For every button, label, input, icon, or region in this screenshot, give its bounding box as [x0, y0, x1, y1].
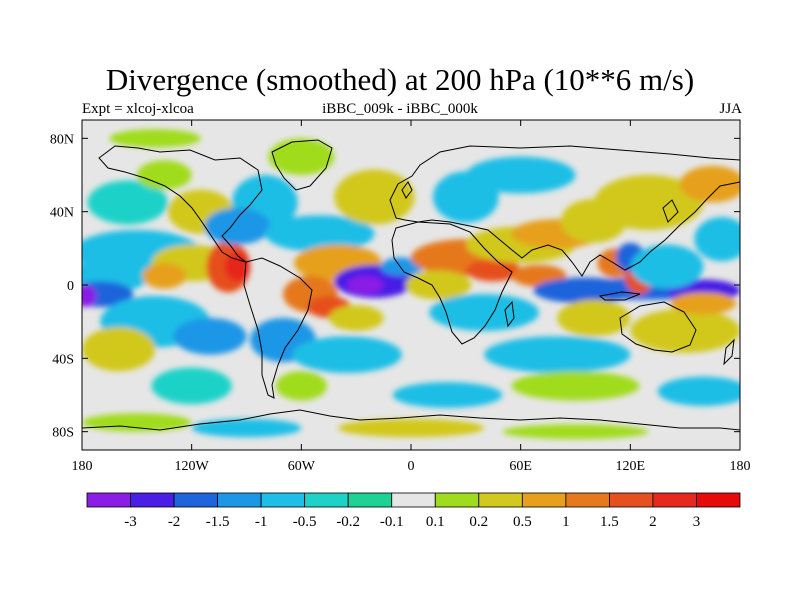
map-title: Divergence (smoothed) at 200 hPa (10**6 …: [105, 62, 695, 97]
colorbar-label: 3: [693, 514, 701, 530]
lon-tick-label: 60E: [509, 459, 532, 474]
field-blob-12: [275, 371, 327, 401]
field-blob-57: [82, 413, 192, 432]
field-blob-48: [484, 336, 631, 373]
colorbar-label: 0.5: [513, 514, 532, 530]
south-america-coast: [243, 257, 313, 399]
season-label: JJA: [719, 101, 742, 117]
colorbar-swatch: [478, 492, 523, 508]
lat-tick-label: 80S: [52, 426, 74, 441]
antarctica-coast: [82, 409, 740, 431]
field-blob-7: [224, 251, 251, 282]
colorbar-label: 0.2: [469, 514, 488, 530]
lon-tick-label: 60W: [288, 459, 316, 474]
colorbar-label: 0.1: [426, 514, 445, 530]
divergence-field: [82, 129, 740, 439]
field-blob-28: [292, 336, 402, 373]
africa-coast: [391, 221, 513, 345]
field-blob-52: [679, 165, 740, 203]
colorbar-label: -1.5: [206, 514, 230, 530]
field-blob-56: [392, 382, 503, 408]
colorbar-swatch: [347, 492, 393, 508]
lon-tick-label: 120E: [616, 459, 646, 474]
field-blob-15: [136, 160, 192, 190]
latitude-axis: 80N 40N 0 40S 80S: [50, 132, 740, 441]
field-blob-44: [630, 244, 704, 289]
field-blob-5: [142, 263, 187, 289]
field-blob-31: [465, 259, 521, 282]
colorbar-label: -0.5: [293, 514, 317, 530]
north-america-coast: [98, 145, 263, 263]
eurasia-coast: [389, 145, 740, 277]
colorbar-swatch: [173, 492, 218, 508]
difference-label: iBBC_009k - iBBC_000k: [322, 101, 478, 117]
field-blob-60: [502, 424, 649, 439]
experiment-label: Expt = xlcoj-xlcoa: [82, 101, 194, 117]
field-blob-47: [670, 292, 737, 315]
madagascar-coast: [504, 300, 515, 328]
field-blob-13: [87, 180, 168, 225]
indonesia-coast: [598, 291, 641, 301]
field-blob-18: [264, 215, 375, 253]
colorbar-label: -1: [255, 514, 268, 530]
colorbar-label: -0.2: [336, 514, 360, 530]
colorbar-swatch: [130, 492, 175, 508]
field-blob-29: [328, 305, 384, 331]
colorbar-swatch: [609, 492, 654, 508]
longitude-axis: 180 120W 60W 0 60E 120E 180: [72, 120, 751, 474]
colorbar-swatch: [521, 492, 567, 508]
field-blob-11: [151, 367, 232, 405]
colorbar-swatch: [86, 492, 131, 508]
uk-coast: [401, 181, 413, 199]
field-blob-51: [593, 175, 704, 230]
colorbar-label: -3: [124, 514, 137, 530]
colorbar-label: -0.1: [380, 514, 404, 530]
colorbar-swatch: [652, 492, 697, 508]
colorbar-swatch: [260, 492, 306, 508]
lon-tick-label: 180: [72, 459, 93, 474]
colorbar-swatch: [696, 492, 741, 508]
field-blob-61: [109, 129, 201, 148]
lon-tick-label: 180: [730, 459, 751, 474]
colorbar: -3 -2 -1.5 -1 -0.5 -0.2 -0.1 0.1 0.2 0.5 1 1.5 2 3: [86, 492, 741, 530]
field-blob-45: [557, 299, 631, 337]
lat-tick-label: 40S: [52, 352, 74, 367]
colorbar-swatch: [217, 492, 262, 508]
field-blob-46: [630, 308, 740, 353]
field-blob-58: [191, 418, 302, 438]
field-blob-2: [82, 285, 97, 307]
field-blob-20: [268, 138, 335, 176]
colorbar-swatch: [304, 492, 349, 508]
japan-coast: [662, 199, 679, 223]
field-blob-10: [82, 327, 156, 372]
lat-tick-label: 80N: [50, 132, 74, 147]
greenland-coast: [271, 139, 333, 191]
new-zealand-coast: [723, 338, 735, 366]
colorbar-label: -2: [168, 514, 181, 530]
colorbar-label: 1: [562, 514, 570, 530]
lon-tick-label: 120W: [175, 459, 210, 474]
colorbar-label: 1.5: [600, 514, 619, 530]
lat-tick-label: 0: [67, 279, 74, 294]
field-blob-17: [204, 208, 271, 245]
field-blob-25: [347, 275, 384, 295]
lon-tick-label: 0: [408, 459, 415, 474]
field-blob-54: [657, 376, 740, 406]
coastlines: [82, 139, 740, 431]
field-blob-32: [405, 270, 472, 300]
lat-tick-label: 40N: [50, 206, 74, 221]
colorbar-label: 2: [649, 514, 657, 530]
colorbar-swatch: [391, 492, 436, 508]
colorbar-swatch: [434, 492, 480, 508]
field-blob-9: [173, 318, 247, 355]
field-blob-50: [465, 156, 576, 194]
field-blob-55: [511, 371, 640, 401]
field-blob-53: [694, 217, 740, 262]
australia-coast: [619, 301, 697, 353]
field-blob-19: [334, 169, 415, 225]
field-blob-59: [337, 418, 485, 438]
colorbar-swatch: [565, 492, 610, 508]
